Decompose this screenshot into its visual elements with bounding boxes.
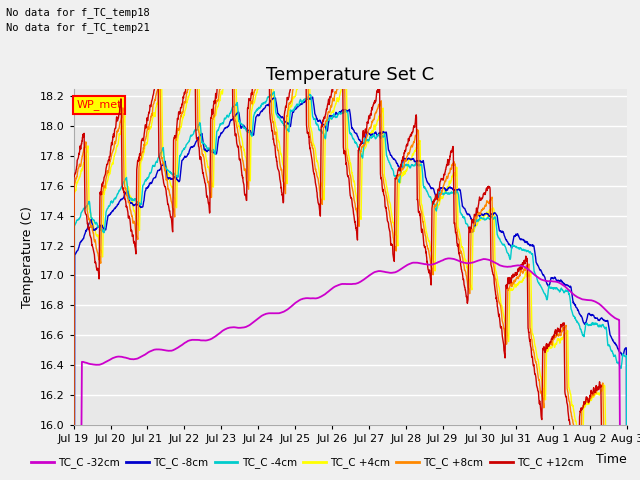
Text: No data for f_TC_temp21: No data for f_TC_temp21: [6, 22, 150, 33]
Legend: TC_C -32cm, TC_C -8cm, TC_C -4cm, TC_C +4cm, TC_C +8cm, TC_C +12cm: TC_C -32cm, TC_C -8cm, TC_C -4cm, TC_C +…: [27, 453, 588, 472]
Text: WP_met: WP_met: [76, 99, 122, 110]
Y-axis label: Temperature (C): Temperature (C): [21, 206, 34, 308]
Text: Time: Time: [596, 453, 627, 467]
Text: No data for f_TC_temp18: No data for f_TC_temp18: [6, 7, 150, 18]
Title: Temperature Set C: Temperature Set C: [266, 66, 435, 84]
